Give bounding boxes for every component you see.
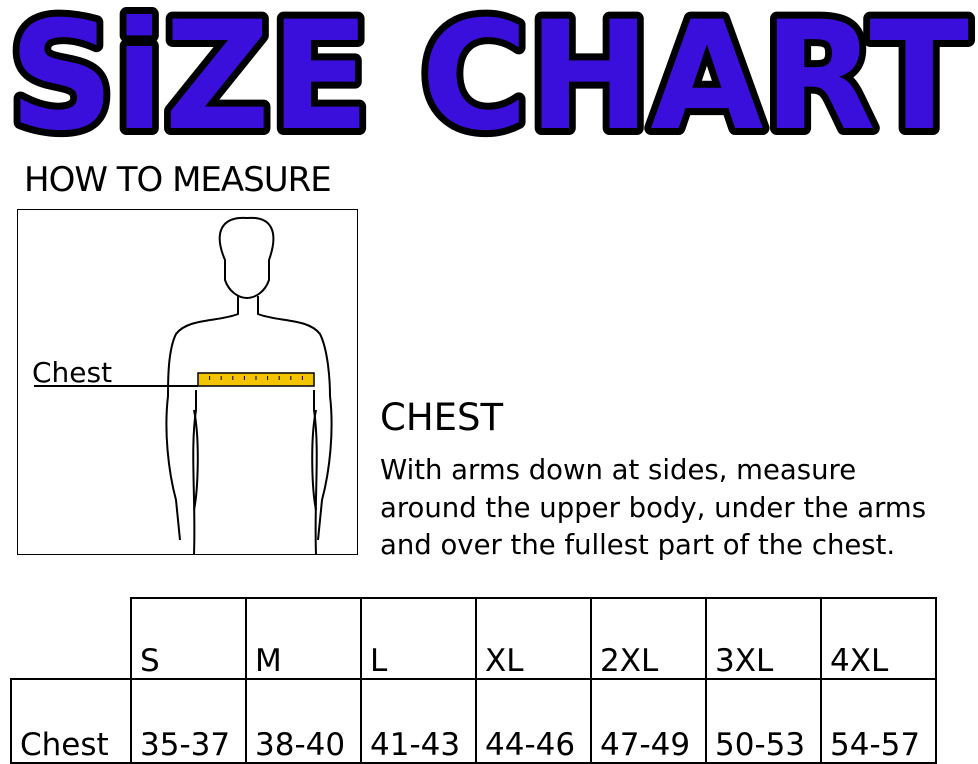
size-table: S M L XL 2XL 3XL 4XL Chest 35-37 38-40 4… (10, 597, 937, 764)
size-header-row: S M L XL 2XL 3XL 4XL (11, 597, 937, 680)
instruction-line: With arms down at sides, measure (380, 454, 857, 486)
chest-value: 47-49 (590, 678, 707, 764)
row-label: Chest (10, 678, 132, 764)
chest-heading: CHEST (380, 396, 504, 439)
chest-value: 41-43 (360, 678, 477, 764)
body-outline-illustration (34, 216, 333, 555)
chest-value: 50-53 (705, 678, 822, 764)
size-header: 4XL (820, 597, 937, 680)
size-chart-title: SiZE CHART (2, 0, 976, 150)
chest-value: 54-57 (820, 678, 937, 764)
size-header: XL (475, 597, 592, 680)
size-header: 3XL (705, 597, 822, 680)
measure-figure: Chest (17, 209, 358, 555)
how-to-measure-heading: HOW TO MEASURE (24, 160, 332, 200)
chest-value: 35-37 (130, 678, 247, 764)
chest-value: 44-46 (475, 678, 592, 764)
chest-value: 38-40 (245, 678, 362, 764)
chest-row: Chest 35-37 38-40 41-43 44-46 47-49 50-5… (10, 678, 937, 764)
size-header: M (245, 597, 362, 680)
instruction-line: and over the fullest part of the chest. (380, 529, 896, 561)
size-header: 2XL (590, 597, 707, 680)
svg-text:SiZE CHART: SiZE CHART (9, 0, 969, 150)
size-header: S (130, 597, 247, 680)
instruction-line: around the upper body, under the arms (380, 491, 927, 524)
chest-instructions: With arms down at sides, measure around … (380, 452, 978, 565)
size-header: L (360, 597, 477, 680)
chest-label: Chest (32, 356, 113, 389)
